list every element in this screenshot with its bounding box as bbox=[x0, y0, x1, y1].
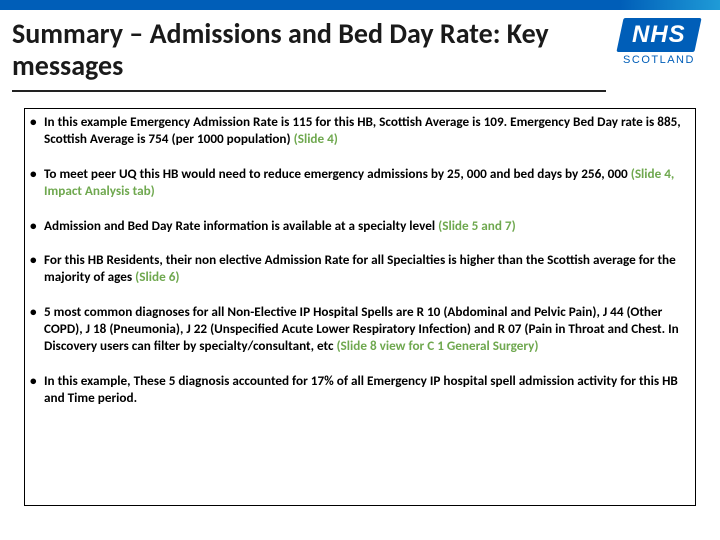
slide: NHS SCOTLAND Summary – Admissions and Be… bbox=[0, 0, 720, 540]
title-underline bbox=[12, 90, 606, 92]
nhs-logo-sub: SCOTLAND bbox=[620, 54, 698, 66]
nhs-logo-box: NHS bbox=[616, 18, 701, 52]
slide-ref: (Slide 8 view for C 1 General Surgery) bbox=[336, 337, 538, 354]
list-item: 5 most common diagnoses for all Non-Elec… bbox=[30, 304, 690, 355]
list-item: For this HB Residents, their non electiv… bbox=[30, 252, 690, 286]
nhs-logo-text: NHS bbox=[632, 21, 686, 49]
list-item: In this example, These 5 diagnosis accou… bbox=[30, 373, 690, 407]
slide-ref: (Slide 5 and 7) bbox=[438, 217, 516, 234]
slide-title: Summary – Admissions and Bed Day Rate: K… bbox=[12, 18, 600, 82]
nhs-logo: NHS SCOTLAND bbox=[620, 18, 698, 66]
bullet-text: In this example, These 5 diagnosis accou… bbox=[44, 372, 678, 406]
slide-ref: (Slide 4) bbox=[294, 130, 338, 147]
list-item: Admission and Bed Day Rate information i… bbox=[30, 218, 690, 235]
list-item: In this example Emergency Admission Rate… bbox=[30, 114, 690, 148]
top-bar bbox=[0, 0, 720, 10]
list-item: To meet peer UQ this HB would need to re… bbox=[30, 166, 690, 200]
bullet-text: In this example Emergency Admission Rate… bbox=[44, 113, 681, 147]
bullet-text: To meet peer UQ this HB would need to re… bbox=[44, 165, 631, 182]
bullet-list: In this example Emergency Admission Rate… bbox=[30, 114, 690, 425]
slide-ref: (Slide 6) bbox=[135, 268, 179, 285]
bullet-text: Admission and Bed Day Rate information i… bbox=[44, 217, 438, 234]
